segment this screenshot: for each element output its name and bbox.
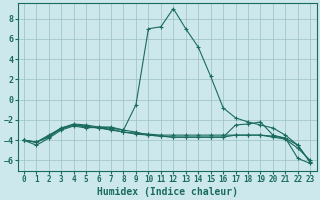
X-axis label: Humidex (Indice chaleur): Humidex (Indice chaleur): [97, 186, 237, 197]
